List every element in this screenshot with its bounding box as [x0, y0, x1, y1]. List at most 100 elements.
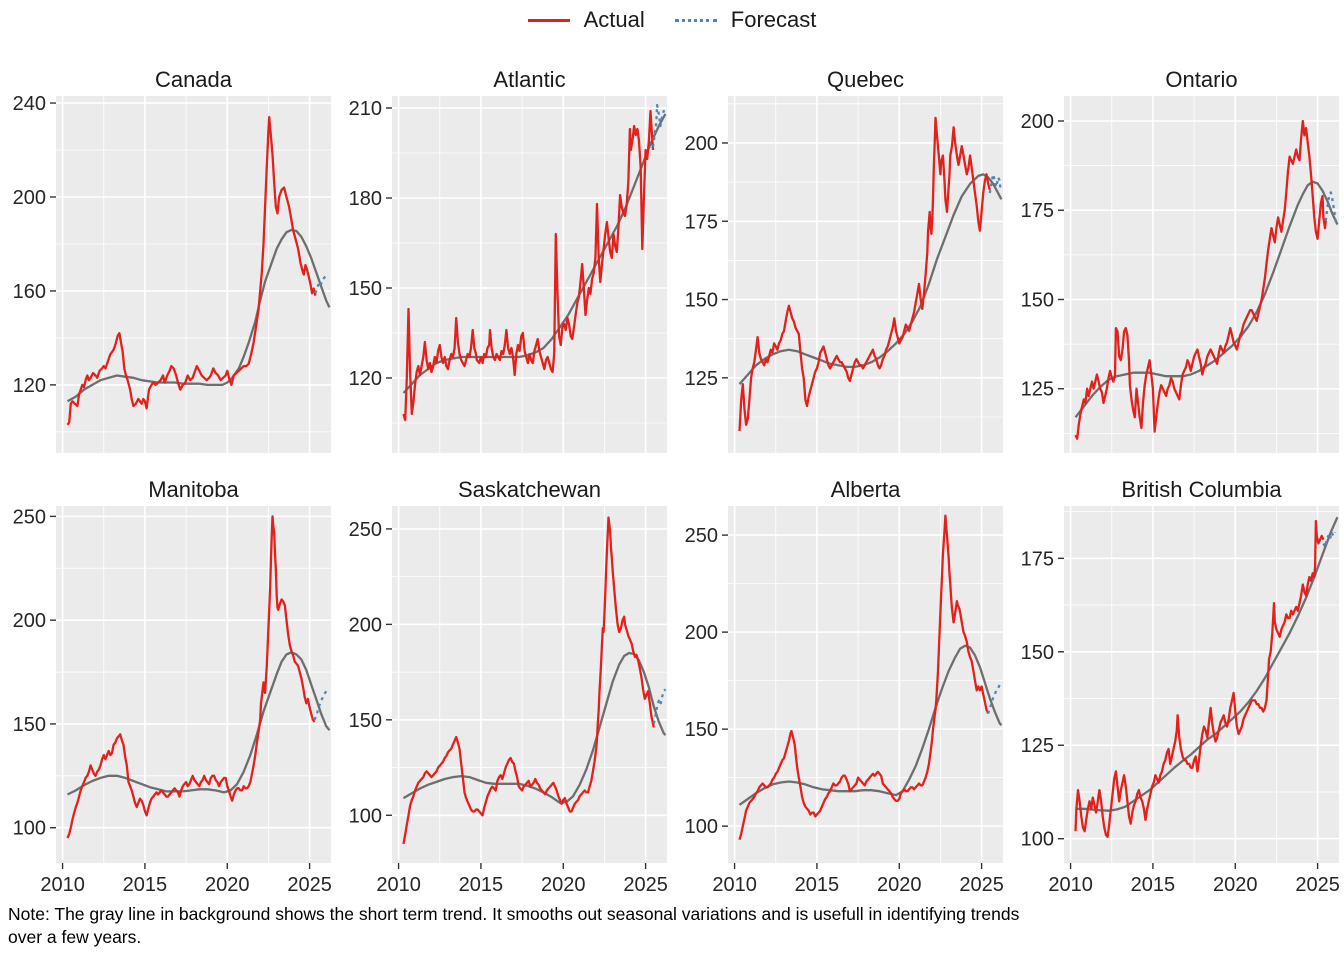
gridlines	[728, 96, 1003, 453]
panel-title: Ontario	[1165, 68, 1237, 92]
y-tick-label: 100	[349, 805, 382, 827]
y-tick-label: 125	[1021, 379, 1054, 401]
trend-line	[1074, 180, 1339, 419]
y-tick-label: 250	[349, 519, 382, 541]
plot-ontario: Ontario 125 150 175 200	[1021, 67, 1339, 453]
y-tick-label: 250	[685, 525, 718, 547]
panel-title: Saskatchewan	[458, 478, 601, 502]
y-tick-label: 150	[685, 719, 718, 741]
panel-background	[392, 506, 667, 863]
panel-title: British Columbia	[1121, 478, 1282, 502]
forecast-line	[988, 173, 1002, 194]
y-tick-label: 125	[1021, 735, 1054, 757]
panel-title: Atlantic	[493, 68, 565, 92]
x-tick-label: 2015	[459, 874, 504, 895]
forecast-line	[652, 688, 667, 724]
gridlines	[392, 506, 667, 863]
panel-background	[56, 96, 331, 453]
y-tick-label: 150	[1021, 289, 1054, 311]
panel-background	[1064, 506, 1339, 863]
y-tick-label: 200	[13, 610, 46, 632]
x-tick-label: 2010	[1048, 874, 1093, 895]
panel-title: Manitoba	[148, 478, 239, 502]
x-tick-label: 2025	[623, 874, 668, 895]
actual-line	[1074, 119, 1327, 440]
gridlines	[56, 96, 331, 453]
panel-background	[56, 506, 331, 863]
y-tick-label: 150	[349, 710, 382, 732]
forecast-line-swatch-icon	[674, 18, 717, 22]
axis-ticks-and-labels: 120 150 180 210	[349, 98, 392, 390]
chart-panel-ontario: Ontario 125 150 175 200	[1008, 67, 1344, 454]
y-tick-label: 125	[685, 368, 718, 390]
x-tick-label: 2015	[123, 874, 168, 895]
x-tick-label: 2015	[795, 874, 840, 895]
axis-ticks-and-labels: 125 150 175 200	[1021, 111, 1064, 401]
chart-panel-alberta: Alberta 100 150 200 250 2010 2015 2020 2025	[672, 477, 1008, 896]
y-tick-label: 200	[685, 622, 718, 644]
chart-footnote: Note: The gray line in background shows …	[8, 903, 1338, 949]
actual-line	[402, 109, 655, 422]
chart-panel-canada: Canada 120 160 200 240	[0, 67, 336, 454]
actual-line-swatch-icon	[527, 18, 570, 22]
forecast-line	[313, 688, 329, 721]
y-tick-label: 150	[685, 290, 718, 312]
chart-panels-grid: Canada 120 160 200 240 Atlantic 120 150 180 210 Qu…	[0, 67, 1344, 896]
gridlines	[1064, 506, 1339, 863]
y-tick-label: 160	[13, 281, 46, 303]
chart-panel-saskatchewan: Saskatchewan 100 150 200 250 2010 2015 2020 2025	[336, 477, 672, 896]
x-tick-label: 2010	[712, 874, 757, 895]
forecast-line	[651, 103, 667, 148]
panel-background	[1064, 96, 1339, 453]
x-tick-label: 2020	[205, 874, 250, 895]
trend-line	[1075, 516, 1339, 812]
forecast-line	[1322, 531, 1336, 549]
chart-panel-quebec: Quebec 125 150 175 200	[672, 67, 1008, 454]
footnote-line-2: over a few years.	[8, 927, 142, 947]
chart-panel-british-columbia: British Columbia 100 125 150 175 2010 2015 2020…	[1008, 477, 1344, 896]
axis-ticks-and-labels: 100 150 200 250 2010 2015 2020 2025	[349, 519, 668, 896]
x-tick-label: 2020	[877, 874, 922, 895]
y-tick-label: 100	[1021, 829, 1054, 851]
forecast-line	[314, 273, 329, 294]
chart-panel-manitoba: Manitoba 100 150 200 250 2010 2015 2020 2025	[0, 477, 336, 896]
panel-title: Quebec	[827, 68, 904, 92]
y-tick-label: 175	[1021, 548, 1054, 570]
trend-line	[66, 228, 331, 403]
gridlines	[56, 506, 331, 863]
chart-panel-atlantic: Atlantic 120 150 180 210	[336, 67, 672, 454]
x-tick-label: 2015	[1131, 874, 1176, 895]
y-tick-label: 200	[13, 187, 46, 209]
panel-title: Canada	[155, 68, 233, 92]
y-tick-label: 200	[685, 133, 718, 155]
actual-line	[738, 514, 990, 841]
plot-manitoba: Manitoba 100 150 200 250 2010 2015 2020 2025	[13, 477, 332, 896]
actual-line	[66, 515, 316, 839]
panel-background	[392, 96, 667, 453]
x-tick-label: 2025	[959, 874, 1004, 895]
y-tick-label: 150	[1021, 642, 1054, 664]
axis-ticks-and-labels: 125 150 175 200	[685, 133, 728, 390]
legend-label-actual: Actual	[583, 7, 645, 32]
panel-background	[728, 506, 1003, 863]
actual-line	[1074, 519, 1325, 838]
axis-ticks-and-labels: 120 160 200 240	[13, 93, 56, 397]
y-tick-label: 200	[349, 614, 382, 636]
gridlines	[1064, 96, 1339, 453]
actual-line	[738, 116, 991, 432]
x-tick-label: 2020	[1213, 874, 1258, 895]
actual-line	[66, 115, 317, 426]
y-tick-label: 180	[349, 188, 382, 210]
legend-item-actual: Actual	[527, 7, 645, 33]
x-tick-label: 2010	[40, 874, 85, 895]
x-tick-label: 2025	[1295, 874, 1340, 895]
x-tick-label: 2025	[287, 874, 332, 895]
legend-item-forecast: Forecast	[674, 7, 816, 33]
y-tick-label: 150	[349, 278, 382, 300]
actual-line	[402, 516, 655, 845]
gridlines	[728, 506, 1003, 863]
y-tick-label: 150	[13, 714, 46, 736]
y-tick-label: 100	[13, 818, 46, 840]
trend-line	[66, 651, 331, 796]
y-tick-label: 175	[685, 211, 718, 233]
